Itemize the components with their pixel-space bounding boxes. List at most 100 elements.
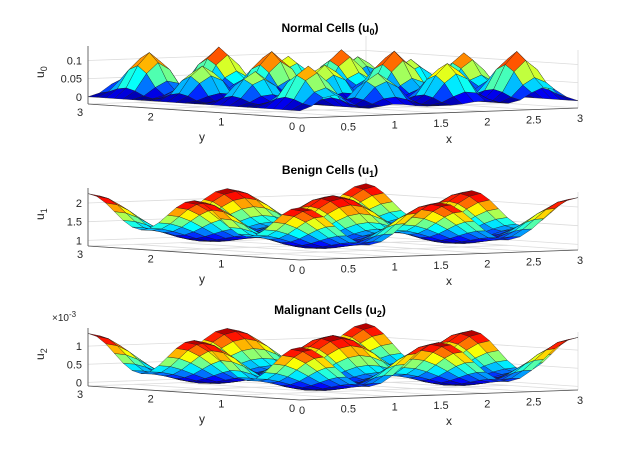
z-tick-label: 2 [76, 198, 82, 210]
surface-mesh [87, 46, 579, 111]
scale-note-exp: -3 [69, 310, 77, 319]
axes-lines [87, 328, 579, 401]
subplot-title: Normal Cells (u0) [281, 21, 378, 37]
x-axis-line [299, 107, 579, 119]
y-axis-line [87, 245, 301, 261]
grid-line-x [134, 383, 347, 399]
y-tick-label: 3 [77, 389, 83, 401]
x-tick-label: 3 [577, 395, 583, 407]
x-tick-label: 0 [299, 123, 305, 135]
z-axis-label-sub: 0 [39, 66, 49, 71]
z-axis-label-main: u [33, 213, 47, 220]
x-tick-label: 1 [392, 120, 398, 132]
y-tick-label: 3 [77, 107, 83, 119]
x-axis-label: x [446, 414, 452, 428]
z-axis-label-text: u2 [33, 348, 49, 360]
y-axis-label: y [199, 412, 205, 426]
z-axis-label-text: u1 [33, 208, 49, 220]
grid-line-x [134, 101, 347, 117]
scale-note-prefix: ×10 [52, 313, 69, 324]
y-axis-label: y [199, 130, 205, 144]
x-tick-label: 0.5 [341, 121, 356, 133]
grid-line-x [134, 243, 347, 259]
z-axis-label-sub: 2 [39, 348, 49, 353]
y-tick-label: 2 [148, 254, 154, 266]
y-axis-line [87, 385, 301, 401]
y-tick-label: 3 [77, 249, 83, 261]
x-tick-label: 0 [299, 265, 305, 277]
x-tick-label: 0 [299, 405, 305, 417]
y-tick-label: 0 [289, 263, 295, 275]
title-end: ) [375, 21, 379, 35]
y-tick-label: 1 [218, 258, 224, 270]
x-tick-label: 2.5 [526, 115, 541, 127]
z-tick-label: 0.1 [67, 56, 82, 68]
x-axis-line [299, 249, 579, 261]
surface-patch [291, 207, 312, 212]
title-end: ) [374, 163, 378, 177]
grid-line-y [229, 102, 508, 114]
subplot-title: Benign Cells (u1) [282, 163, 378, 179]
z-axis-label: u2 [33, 348, 49, 360]
y-tick-label: 1 [218, 398, 224, 410]
y-tick-label: 1 [218, 116, 224, 128]
z-tick-label: 1.5 [67, 217, 82, 229]
x-tick-label: 2 [484, 116, 490, 128]
surface-patch [291, 347, 312, 352]
x-axis-line [299, 389, 579, 401]
tick-labels: 0 0.5 1 1.5 2 2.5 3 0 1 2 3 1 1.5 2 [67, 198, 583, 277]
title-end: ) [382, 303, 386, 317]
x-tick-label: 2 [484, 398, 490, 410]
title-main: Benign Cells (u [282, 163, 369, 177]
surface-patch [87, 333, 109, 339]
x-tick-label: 2.5 [526, 397, 541, 409]
x-axis-label: x [446, 274, 452, 288]
x-tick-label: 0.5 [341, 263, 356, 275]
x-tick-label: 1.5 [433, 118, 448, 130]
surface-mesh [87, 323, 579, 391]
z-axis-label-text: u0 [33, 66, 49, 78]
subplot-title: Malignant Cells (u2) [274, 303, 386, 319]
z-axis-label: u0 [33, 66, 49, 78]
z-axis-label-main: u [33, 353, 47, 360]
surface-mesh [87, 183, 579, 249]
grid-line-y [229, 244, 508, 256]
y-tick-label: 0 [289, 403, 295, 415]
z-axis-label-main: u [33, 71, 47, 78]
x-tick-label: 1 [392, 402, 398, 414]
title-sub: 2 [377, 309, 382, 319]
grid-line-x [180, 242, 393, 258]
y-tick-label: 0 [289, 121, 295, 133]
y-axis-label: y [199, 272, 205, 286]
x-tick-label: 0.5 [341, 403, 356, 415]
x-axis-label: x [446, 132, 452, 146]
tick-labels: 0 0.5 1 1.5 2 2.5 3 0 1 2 3 0 0.05 0.1 [61, 56, 583, 136]
x-tick-label: 1.5 [433, 400, 448, 412]
z-tick-label: 0.05 [61, 74, 82, 86]
grid-line-x [180, 382, 393, 398]
y-tick-label: 2 [148, 112, 154, 124]
z-tick-label: 1 [76, 341, 82, 353]
surface-patch [290, 103, 313, 111]
grid-line-y [229, 384, 508, 396]
title-main: Malignant Cells (u [274, 303, 377, 317]
title-sub: 1 [369, 169, 374, 179]
z-axis-label: u1 [33, 208, 49, 220]
x-tick-label: 3 [577, 255, 583, 267]
x-tick-label: 3 [577, 113, 583, 125]
title-sub: 0 [370, 27, 375, 37]
y-tick-label: 2 [148, 394, 154, 406]
x-tick-label: 1.5 [433, 260, 448, 272]
title-main: Normal Cells (u [281, 21, 369, 35]
z-tick-label: 0 [76, 377, 82, 389]
z-axis-label-sub: 1 [39, 208, 49, 213]
z-tick-label: 1 [76, 235, 82, 247]
scale-note: ×10-3 [52, 310, 77, 324]
x-tick-label: 2 [484, 258, 490, 270]
